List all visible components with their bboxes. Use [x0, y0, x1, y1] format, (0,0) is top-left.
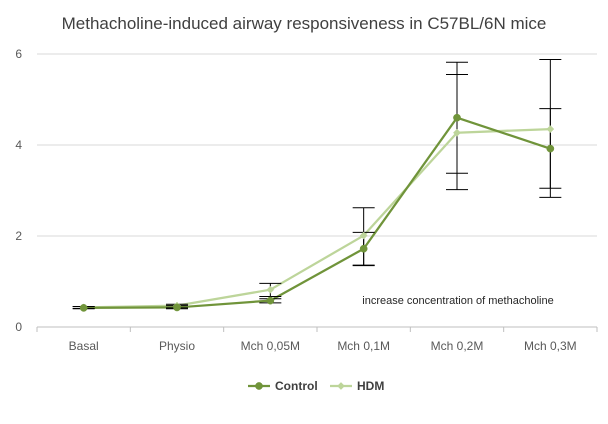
- data-point-control: [173, 303, 181, 312]
- data-points: [79, 113, 555, 312]
- legend: Control HDM: [248, 379, 384, 393]
- data-point-control: [359, 244, 368, 253]
- legend-label: Control: [275, 379, 318, 393]
- data-point-control: [79, 304, 88, 312]
- data-point-hdm: [359, 231, 368, 240]
- x-tick-label: Mch 0,05M: [241, 339, 300, 353]
- legend-item-hdm: HDM: [330, 379, 384, 393]
- data-point-control: [546, 144, 555, 153]
- x-tick-label: Mch 0,2M: [431, 339, 484, 353]
- x-tick-label: Basal: [69, 339, 99, 353]
- y-tick-label: 0: [15, 320, 22, 334]
- series-lines: [83, 116, 551, 310]
- data-point-hdm: [453, 128, 461, 137]
- series-line-hdm: [83, 127, 551, 309]
- y-tick-label: 2: [15, 229, 22, 243]
- chart-annotation: increase concentration of methacholine: [362, 295, 553, 307]
- error-bar: [539, 58, 562, 189]
- legend-marker: [337, 382, 345, 390]
- series-line-control: [83, 116, 551, 310]
- gridlines: [37, 53, 597, 237]
- x-tick-label: Mch 0,1M: [337, 339, 390, 353]
- x-tick-label: Mch 0,3M: [524, 339, 577, 353]
- legend-item-control: Control: [248, 379, 318, 393]
- data-point-control: [453, 113, 461, 122]
- x-tick-label: Physio: [159, 339, 195, 353]
- error-bar: [446, 73, 468, 174]
- error-bars: [72, 58, 562, 310]
- data-point-hdm: [546, 125, 555, 134]
- y-tick-label: 4: [15, 138, 22, 152]
- legend-label: HDM: [357, 379, 384, 393]
- legend-marker: [255, 382, 263, 390]
- y-tick-label: 6: [15, 47, 22, 61]
- axes: 0 2 4 6 Basal Physio Mch 0,05M Mch 0,1M Mch 0,2M…: [15, 47, 598, 353]
- data-point-control: [266, 296, 275, 305]
- data-point-hdm: [266, 285, 275, 294]
- chart-title: Methacholine-induced airway responsivene…: [62, 14, 547, 33]
